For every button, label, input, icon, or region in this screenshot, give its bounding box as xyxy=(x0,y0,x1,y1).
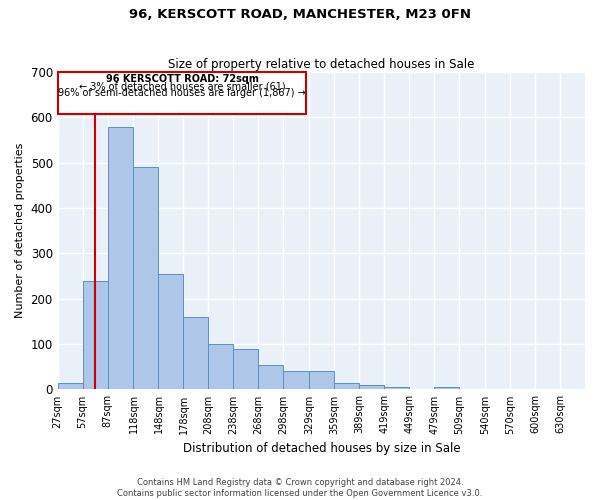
Bar xyxy=(283,372,309,390)
Bar xyxy=(259,364,283,390)
Bar xyxy=(384,387,409,390)
Text: 96 KERSCOTT ROAD: 72sqm: 96 KERSCOTT ROAD: 72sqm xyxy=(106,74,259,85)
Bar xyxy=(58,72,306,114)
Text: ← 3% of detached houses are smaller (61): ← 3% of detached houses are smaller (61) xyxy=(79,81,286,91)
Bar xyxy=(309,372,334,390)
Text: Contains HM Land Registry data © Crown copyright and database right 2024.
Contai: Contains HM Land Registry data © Crown c… xyxy=(118,478,482,498)
Y-axis label: Number of detached properties: Number of detached properties xyxy=(15,143,25,318)
Title: Size of property relative to detached houses in Sale: Size of property relative to detached ho… xyxy=(168,58,475,71)
Text: 96% of semi-detached houses are larger (1,867) →: 96% of semi-detached houses are larger (… xyxy=(58,88,306,98)
Bar xyxy=(107,126,133,390)
Bar xyxy=(334,382,359,390)
Text: 96, KERSCOTT ROAD, MANCHESTER, M23 0FN: 96, KERSCOTT ROAD, MANCHESTER, M23 0FN xyxy=(129,8,471,20)
Bar xyxy=(83,280,107,390)
Bar xyxy=(158,274,184,390)
Bar xyxy=(58,382,83,390)
Bar xyxy=(434,387,459,390)
Bar xyxy=(233,348,259,390)
Bar xyxy=(133,168,158,390)
Bar xyxy=(184,317,208,390)
Bar xyxy=(359,385,384,390)
Bar xyxy=(208,344,233,390)
X-axis label: Distribution of detached houses by size in Sale: Distribution of detached houses by size … xyxy=(182,442,460,455)
